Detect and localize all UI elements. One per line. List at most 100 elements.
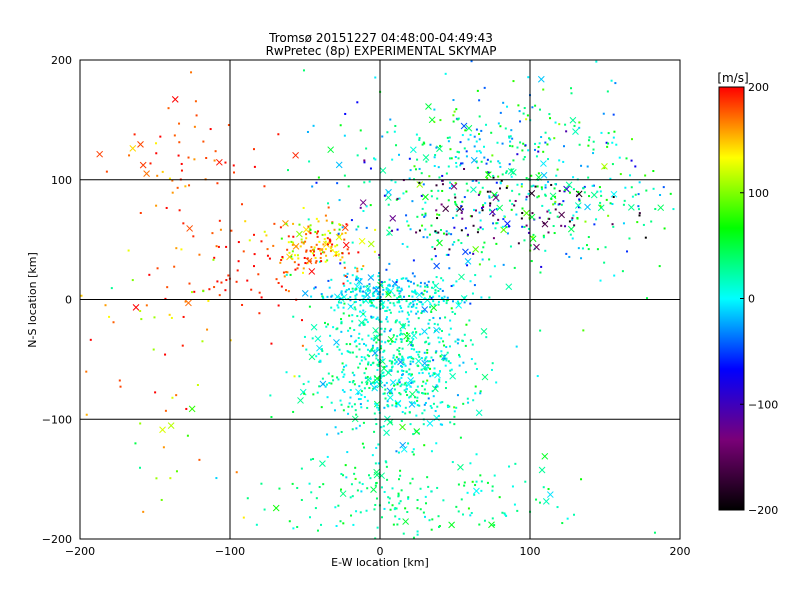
scatter-point xyxy=(138,466,141,469)
scatter-point xyxy=(310,491,313,494)
scatter-point xyxy=(394,507,397,510)
scatter-point xyxy=(638,214,641,217)
scatter-point xyxy=(525,195,528,198)
scatter-point xyxy=(409,423,412,426)
scatter-point xyxy=(387,233,390,236)
scatter-point xyxy=(364,377,367,380)
scatter-point xyxy=(431,286,434,289)
scatter-point xyxy=(373,305,376,308)
scatter-point xyxy=(336,376,339,379)
scatter-point xyxy=(476,166,479,169)
scatter-point xyxy=(375,357,378,360)
scatter-point xyxy=(382,288,385,291)
scatter-point xyxy=(319,460,326,467)
scatter-point xyxy=(430,490,433,493)
scatter-point xyxy=(552,203,555,206)
scatter-point xyxy=(397,295,400,298)
scatter-point xyxy=(318,486,321,489)
scatter-point xyxy=(449,421,452,424)
scatter-point xyxy=(478,138,481,141)
scatter-point xyxy=(399,338,402,341)
scatter-point xyxy=(430,195,433,198)
scatter-point xyxy=(253,165,256,168)
scatter-point xyxy=(399,385,402,388)
scatter-point xyxy=(153,316,156,319)
scatter-point xyxy=(402,277,405,280)
scatter-point xyxy=(358,385,361,388)
scatter-point xyxy=(460,242,463,245)
scatter-point xyxy=(342,241,350,249)
scatter-point xyxy=(160,498,163,501)
scatter-point xyxy=(370,348,373,351)
scatter-point xyxy=(386,290,389,293)
scatter-point xyxy=(426,285,429,288)
scatter-point xyxy=(385,365,388,368)
scatter-point xyxy=(446,296,449,299)
scatter-point xyxy=(454,340,457,343)
scatter-point xyxy=(415,306,418,309)
scatter-point xyxy=(140,318,143,321)
scatter-point xyxy=(492,176,495,179)
scatter-point xyxy=(480,328,488,335)
scatter-point xyxy=(380,340,383,343)
scatter-point xyxy=(587,139,590,142)
plot-frame xyxy=(79,59,681,540)
scatter-point xyxy=(573,513,576,516)
scatter-point xyxy=(414,289,417,292)
scatter-point xyxy=(663,227,666,230)
scatter-point xyxy=(388,262,391,265)
scatter-point xyxy=(472,208,475,211)
scatter-point xyxy=(538,466,546,474)
scatter-point xyxy=(393,388,396,391)
x-tick-label: 200 xyxy=(670,545,691,558)
scatter-point xyxy=(330,401,333,404)
scatter-point xyxy=(388,329,391,332)
scatter-point xyxy=(186,434,189,437)
scatter-point xyxy=(478,211,481,214)
x-tick-label: −100 xyxy=(215,545,245,558)
scatter-point xyxy=(423,359,426,362)
scatter-point xyxy=(353,306,356,309)
scatter-point xyxy=(354,297,357,300)
scatter-point xyxy=(411,450,414,453)
scatter-point xyxy=(352,523,355,526)
scatter-point xyxy=(345,364,348,367)
scatter-point xyxy=(496,204,504,212)
scatter-point xyxy=(505,186,508,189)
scatter-point xyxy=(470,358,473,361)
scatter-point xyxy=(610,190,618,198)
scatter-point xyxy=(363,318,366,321)
scatter-point xyxy=(292,151,299,159)
scatter-point xyxy=(375,341,378,344)
scatter-point xyxy=(349,496,352,499)
scatter-point xyxy=(599,190,602,193)
scatter-point xyxy=(430,406,433,409)
x-axis-label: E-W location [km] xyxy=(331,556,429,569)
scatter-point xyxy=(521,225,524,228)
scatter-point xyxy=(475,179,478,182)
scatter-point xyxy=(426,290,429,293)
scatter-point xyxy=(548,113,551,116)
scatter-point xyxy=(556,506,559,509)
scatter-point xyxy=(237,241,240,244)
scatter-point xyxy=(312,124,315,127)
scatter-point xyxy=(583,185,586,188)
scatter-point xyxy=(198,253,201,256)
scatter-point xyxy=(401,347,404,350)
scatter-point xyxy=(408,157,411,160)
scatter-point xyxy=(401,288,404,291)
scatter-point xyxy=(349,396,352,399)
scatter-point xyxy=(464,344,467,347)
scatter-point xyxy=(320,252,323,255)
scatter-point xyxy=(378,272,381,275)
scatter-point xyxy=(343,373,346,376)
scatter-point xyxy=(347,185,350,188)
scatter-point xyxy=(288,251,291,254)
scatter-point xyxy=(480,489,483,492)
scatter-point xyxy=(480,160,483,163)
scatter-point xyxy=(452,99,455,102)
scatter-point xyxy=(421,392,424,395)
scatter-point xyxy=(320,523,323,526)
scatter-point xyxy=(422,293,425,296)
scatter-point xyxy=(363,181,366,184)
